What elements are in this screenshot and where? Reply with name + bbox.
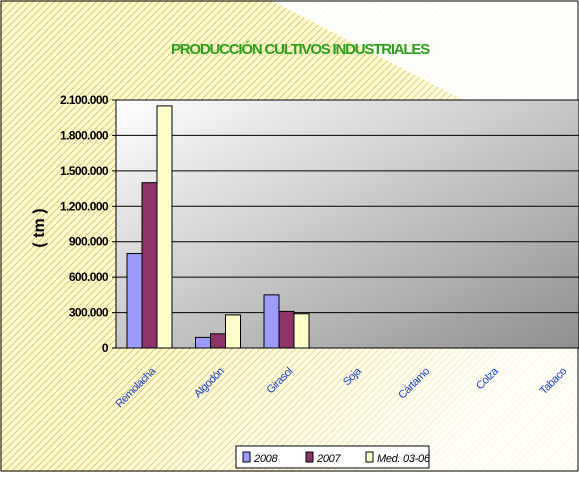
- y-tick-labels: 0 300.000 600.000 900.000 1.200.000 1.500.000…: [60, 93, 116, 355]
- legend-label: 2008: [253, 453, 278, 465]
- legend-label: Med. 03-06: [377, 453, 431, 465]
- bar: [210, 333, 226, 348]
- bars: [126, 105, 310, 348]
- bar: [293, 313, 310, 348]
- y-tick-label: 1.500.000: [60, 164, 109, 178]
- legend-label: 2007: [316, 453, 341, 465]
- legend-box: [235, 445, 430, 469]
- plot-area: [115, 99, 579, 349]
- y-axis-label: ( tm ): [31, 208, 48, 247]
- y-tick-label: 900.000: [69, 235, 109, 249]
- bar: [156, 105, 173, 348]
- bar: [225, 314, 241, 348]
- y-tick-label: 0: [102, 341, 109, 355]
- bar: [195, 336, 211, 348]
- y-tick-label: 1.800.000: [60, 128, 109, 142]
- y-tick-label: 2.100.000: [60, 93, 109, 107]
- legend: 2008 2007 Med. 03-06: [235, 445, 431, 469]
- bar: [263, 294, 280, 348]
- y-tick-label: 600.000: [69, 270, 109, 284]
- bar: [126, 253, 143, 348]
- y-tick-label: 1.200.000: [60, 199, 109, 213]
- y-tick-label: 300.000: [69, 306, 109, 320]
- chart-title: PRODUCCIÓN CULTIVOS INDUSTRIALES: [171, 40, 430, 58]
- bar: [278, 310, 295, 348]
- legend-swatch: [242, 451, 251, 463]
- bar: [141, 182, 158, 348]
- legend-swatch: [305, 451, 314, 463]
- legend-swatch: [365, 451, 374, 463]
- gridlines: [116, 99, 579, 314]
